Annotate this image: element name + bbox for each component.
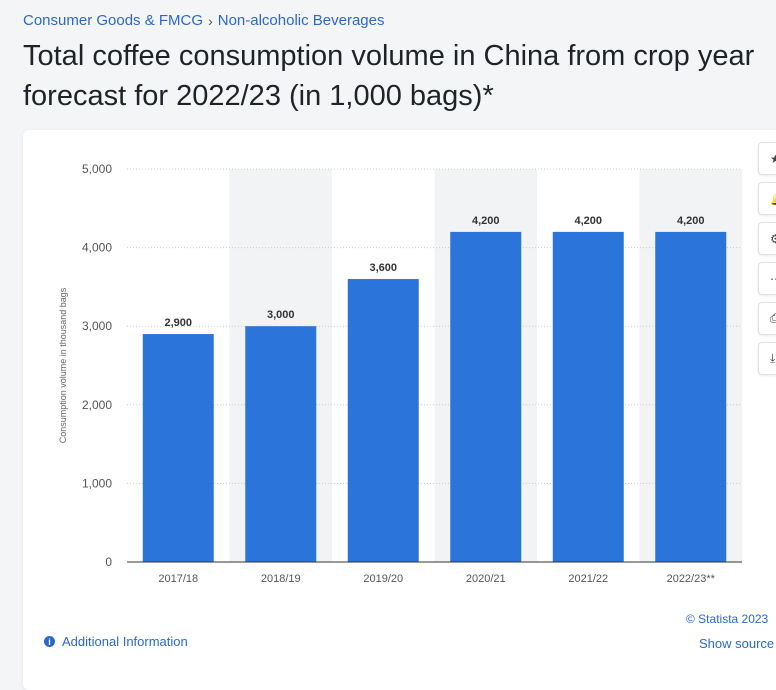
show-source-link[interactable]: Show source: [699, 636, 775, 651]
breadcrumb-separator: ›: [208, 12, 213, 29]
info-icon: i: [44, 636, 55, 647]
y-tick-label: 5,000: [82, 162, 112, 176]
bar: [347, 279, 419, 562]
additional-information-label: Additional Information: [62, 634, 188, 649]
bar: [142, 334, 214, 562]
x-tick-label: 2018/19: [261, 573, 301, 585]
additional-information-link[interactable]: i Additional Information: [44, 634, 188, 649]
gear-button[interactable]: ⚙: [758, 222, 776, 255]
share-button[interactable]: ⋯: [758, 262, 776, 295]
star-button[interactable]: ★: [758, 142, 776, 175]
page-title-line-2: forecast for 2022/23 (in 1,000 bags)*: [23, 80, 494, 112]
bell-icon: 🔔: [770, 192, 776, 206]
star-icon: ★: [770, 151, 776, 166]
bar: [552, 231, 624, 562]
data-label: 3,000: [267, 309, 295, 321]
y-tick-label: 1,000: [82, 476, 112, 490]
y-tick-label: 3,000: [82, 319, 112, 333]
download-icon: ⤓: [770, 351, 776, 365]
chart-toolbar: ★ 🔔 ⚙ ⋯ ⎙ ⤓: [758, 142, 776, 375]
y-tick-label: 0: [105, 555, 112, 569]
data-label: 4,200: [677, 215, 705, 227]
data-label: 4,200: [574, 215, 602, 227]
bell-button[interactable]: 🔔: [758, 182, 776, 215]
copyright-link[interactable]: © Statista 2023: [686, 612, 769, 626]
y-tick-label: 2,000: [82, 398, 112, 412]
print-icon: ⎙: [770, 311, 776, 325]
x-tick-label: 2017/18: [158, 573, 198, 585]
data-label: 4,200: [472, 215, 500, 227]
share-icon: ⋯: [770, 271, 776, 286]
x-tick-label: 2021/22: [568, 573, 608, 585]
breadcrumb-category-link[interactable]: Consumer Goods & FMCG: [23, 12, 204, 29]
breadcrumb: Consumer Goods & FMCG › Non-alcoholic Be…: [23, 12, 385, 29]
y-axis-title: Consumption volume in thousand bags: [58, 287, 68, 443]
x-tick-label: 2019/20: [363, 573, 403, 585]
page-title-line-1: Total coffee consumption volume in China…: [23, 40, 755, 72]
x-tick-label: 2022/23**: [667, 573, 716, 585]
breadcrumb-subcategory-link[interactable]: Non-alcoholic Beverages: [217, 12, 385, 29]
print-button[interactable]: ⎙: [758, 302, 776, 335]
gear-icon: ⚙: [770, 231, 776, 246]
bar: [245, 326, 317, 562]
bar-chart: 0 1,000 2,000 3,000 4,000 5,000 Consumption vo…: [58, 162, 742, 585]
y-tick-label: 4,000: [82, 241, 112, 255]
bar: [655, 231, 727, 562]
x-tick-label: 2020/21: [466, 573, 506, 585]
page-title: Total coffee consumption volume in China…: [23, 36, 776, 116]
bar: [450, 231, 522, 562]
download-button[interactable]: ⤓: [758, 342, 776, 375]
data-label: 3,600: [369, 262, 397, 274]
data-label: 2,900: [164, 317, 192, 329]
